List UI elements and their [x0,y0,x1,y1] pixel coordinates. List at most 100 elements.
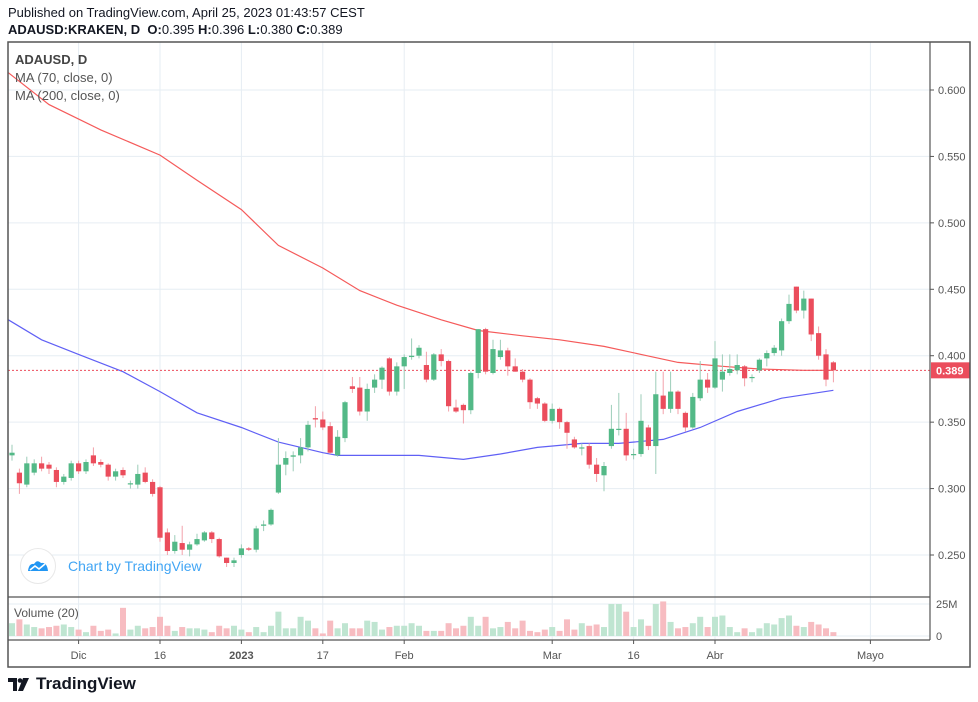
chart-frame [7,41,971,668]
candle [305,420,311,452]
footer-logo[interactable]: TradingView [8,674,136,694]
y-tick-label: 0.250 [938,550,966,562]
candle [475,329,481,379]
candle-body [527,379,533,403]
volume-bar [697,616,704,636]
volume-bar [497,627,504,636]
volume-bar [416,625,422,636]
volume-bar [46,627,52,636]
candle-body [490,349,496,373]
volume-bar [630,627,637,636]
candle-body [209,532,215,540]
candle [238,544,244,558]
outer-border [7,41,971,668]
candle-body [542,403,548,421]
y-tick-label: 0.600 [938,85,966,97]
candle [793,286,799,314]
candle-body [261,524,267,526]
watermark[interactable]: Chart by TradingView [20,548,202,584]
candle [24,456,30,488]
volume-bar [771,624,778,636]
candle-body [705,379,711,388]
candle-body [564,422,570,433]
candle-body [734,365,740,371]
candle [808,298,814,342]
candle-body [320,419,326,428]
candle-body [335,436,341,456]
candle-body [327,426,333,453]
candle-body [816,333,822,356]
volume-bar [312,628,319,636]
candle-body [438,354,444,362]
volume-bar [60,624,67,636]
candle-body [401,357,407,367]
legend-ma200[interactable]: MA (200, close, 0) [15,88,120,103]
candle [327,422,333,455]
candle [179,525,185,556]
volume-bar [645,625,652,636]
legend-volume[interactable]: Volume (20) [14,606,79,620]
candle [505,347,511,376]
volume-bar [527,630,533,636]
candle [468,371,474,415]
volume-bar [142,628,149,636]
y-tick-label: 0.300 [938,484,966,496]
last-price-label: 0.389 [936,365,964,377]
x-tick-label: 17 [317,650,329,662]
volume-bar [297,616,304,636]
x-tick-label: 16 [154,650,166,662]
candle-body [468,372,474,411]
candle [423,351,429,383]
candle [231,557,237,567]
volume-bar [652,604,659,636]
candle-body [16,472,22,484]
candle [645,424,651,451]
candle [46,462,52,474]
volume-bar [260,632,267,636]
candle [224,557,230,567]
candle-body [623,428,629,456]
candle [564,420,570,449]
candle-body [105,464,111,477]
volume-bar [704,627,711,636]
candle [623,412,629,461]
candle-body [830,362,836,371]
candle [120,467,126,478]
candle-body [616,428,622,430]
candle [734,354,740,375]
candle-body [246,548,252,550]
candle-body [764,353,770,359]
candle [409,338,415,360]
candle [446,359,452,412]
ma200-line [7,319,834,461]
volume-bar [282,628,289,636]
volume-bar [578,623,585,636]
footer-logo-text: TradingView [36,674,136,693]
candle [194,533,200,546]
volume-bar [38,628,45,636]
ma70-line [7,72,834,371]
candle [268,508,274,526]
x-tick-label: Feb [395,650,414,662]
ohlc-header: ADAUSD:KRAKEN, D O:0.395 H:0.396 L:0.380… [8,22,343,37]
volume-bar [786,615,792,636]
candle [616,392,622,436]
legend-ma70[interactable]: MA (70, close, 0) [15,70,113,85]
candle-body [668,391,674,409]
candle [105,463,111,481]
volume-bar [319,633,326,636]
candle-body [712,358,718,388]
candle-body [187,544,193,550]
candle [364,383,370,421]
candle [571,436,577,449]
candle [9,444,15,461]
candle [142,467,148,484]
candle [697,361,703,401]
volume-bar [815,624,822,636]
candle-body [460,404,466,411]
volume-bar [534,632,541,636]
volume-bar [726,627,733,636]
x-tick-label: 2023 [229,650,253,662]
volume-bar [601,627,607,636]
